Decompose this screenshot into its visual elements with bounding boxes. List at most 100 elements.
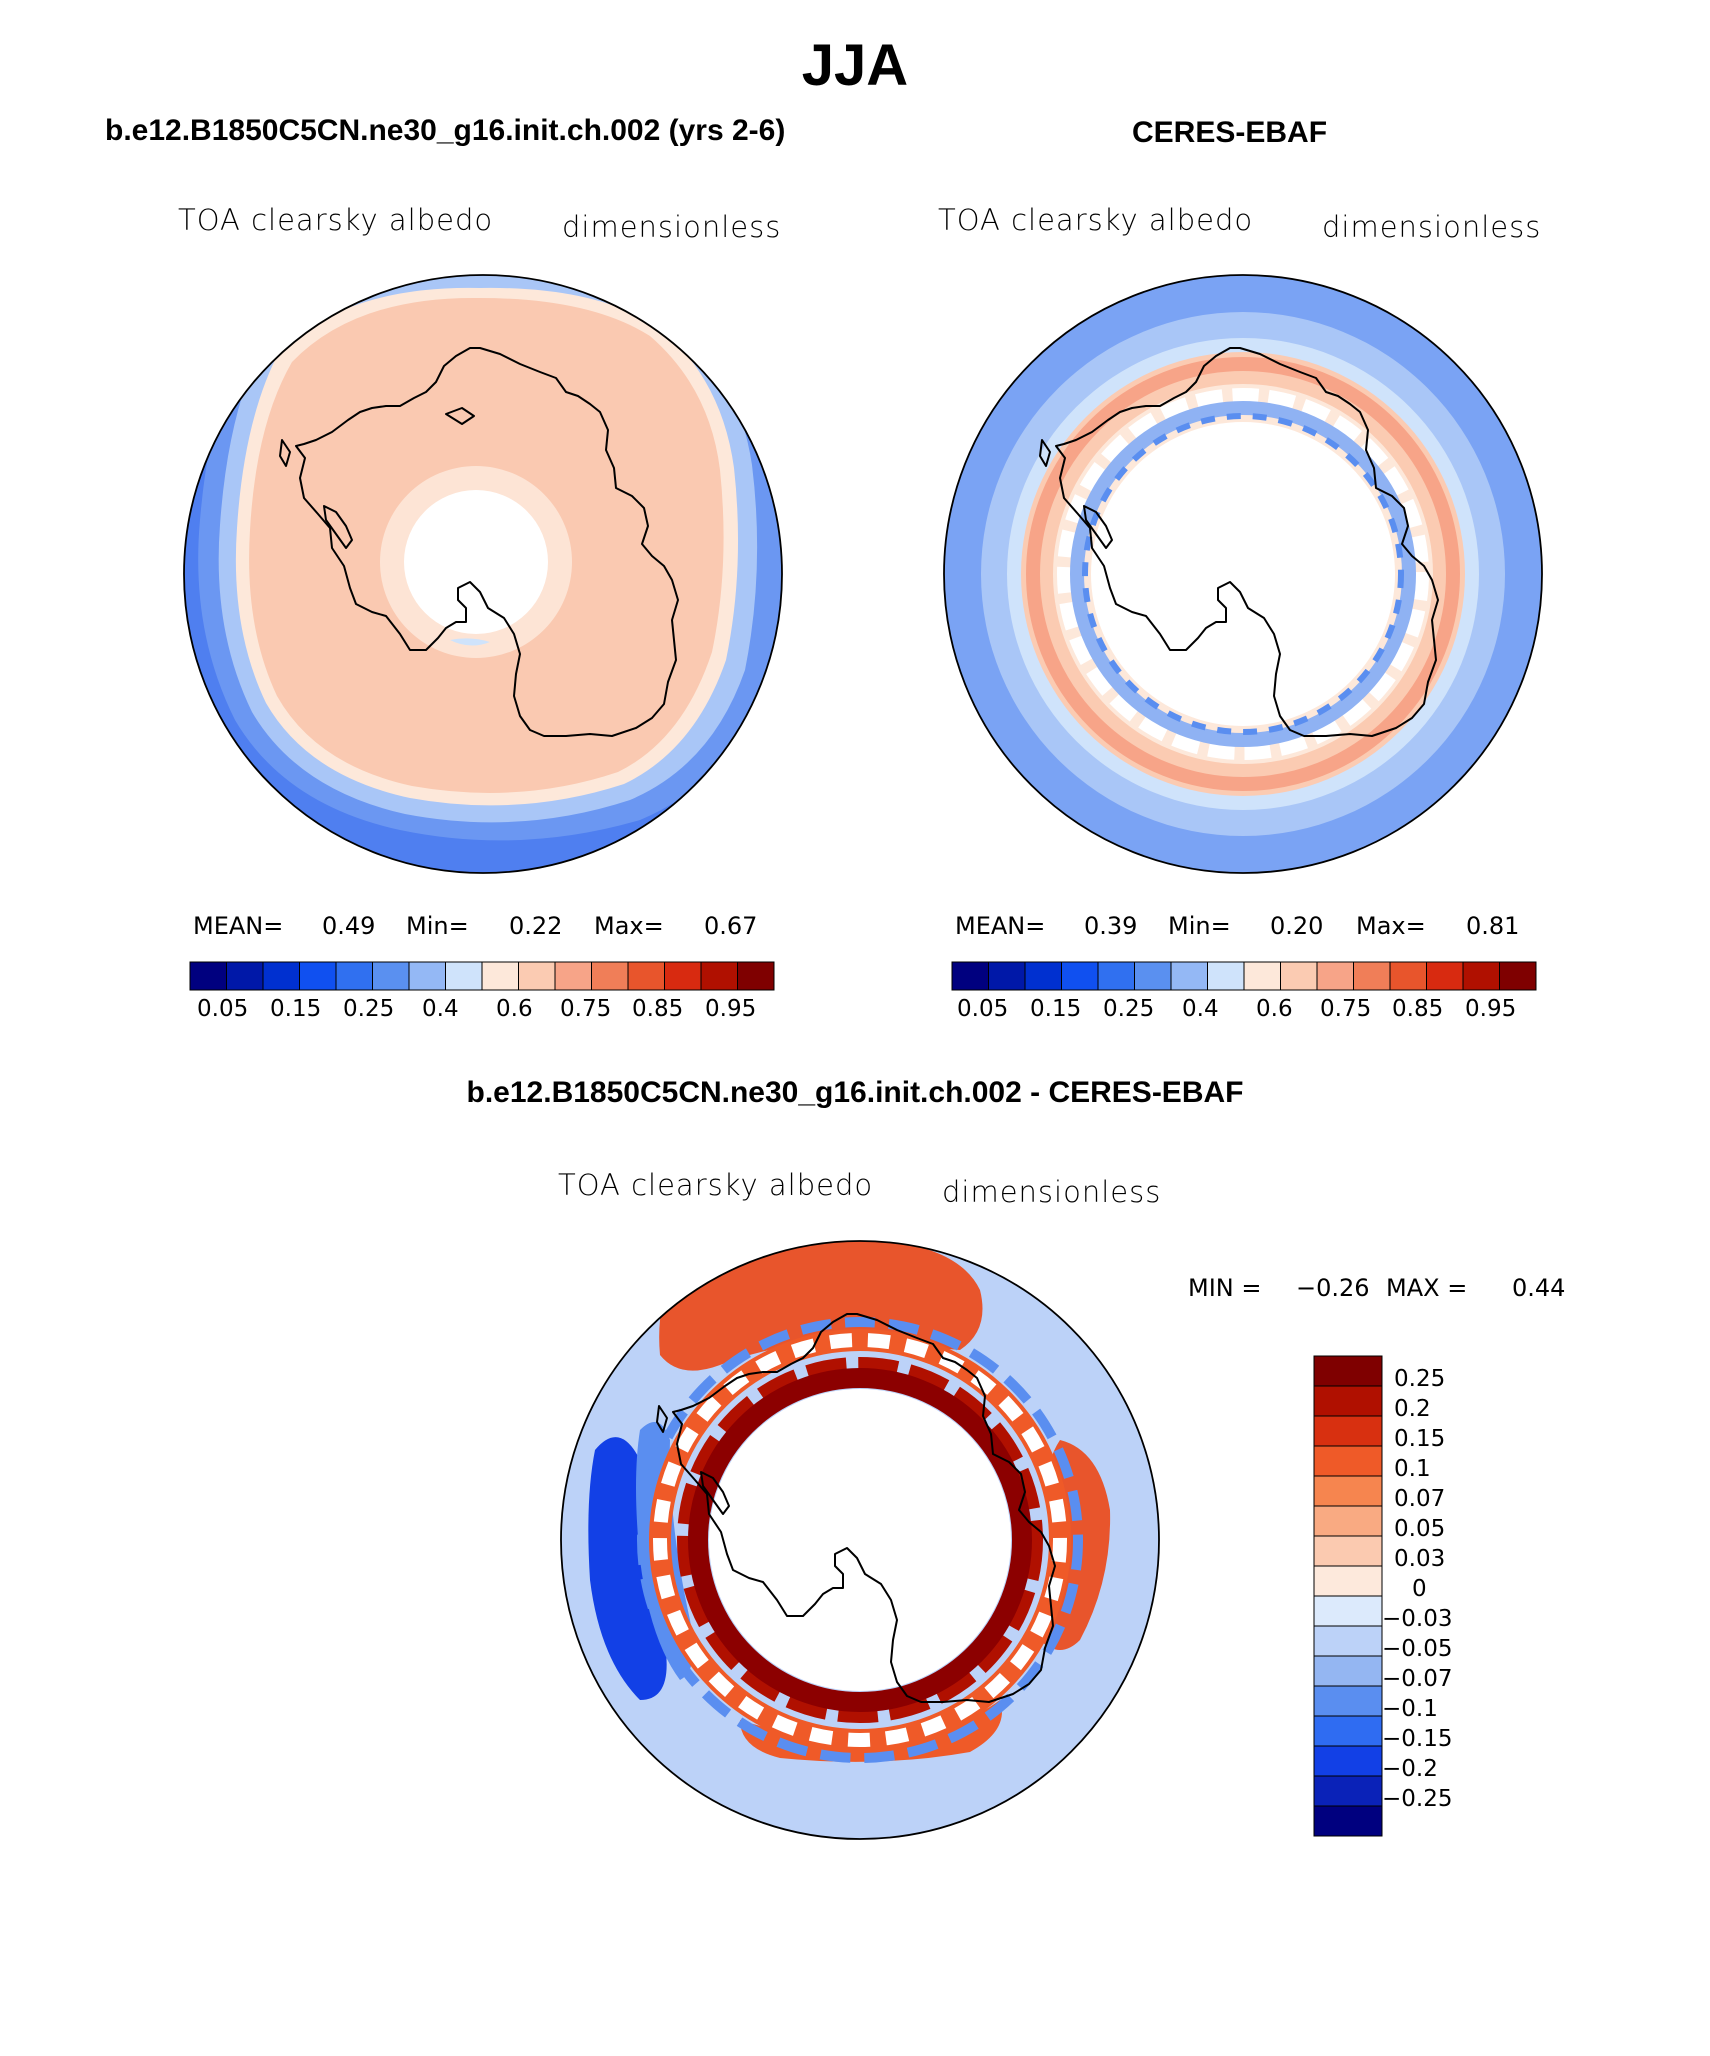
diff-max-value: 0.44 xyxy=(1512,1274,1566,1302)
diff-colorbar xyxy=(1313,1355,1383,1837)
right-map xyxy=(944,275,1542,873)
colorbar-swatch xyxy=(518,961,556,991)
colorbar-swatch xyxy=(372,961,410,991)
diff-min-label: MIN = xyxy=(1188,1274,1262,1302)
colorbar-swatch xyxy=(1313,1805,1383,1837)
right-map-border xyxy=(943,274,1543,874)
diff-cbar-tick: 0.07 xyxy=(1394,1486,1446,1512)
colorbar-swatch xyxy=(1313,1655,1383,1687)
colorbar-swatch xyxy=(1313,1445,1383,1477)
diff-min-value: −0.26 xyxy=(1296,1274,1370,1302)
colorbar-swatch xyxy=(481,961,519,991)
colorbar-swatch xyxy=(1426,961,1464,991)
colorbar-swatch xyxy=(1313,1355,1383,1387)
right-cbar-tick: 0.95 xyxy=(1465,996,1517,1022)
colorbar-swatch xyxy=(1313,1475,1383,1507)
right-cbar-tick: 0.4 xyxy=(1182,996,1219,1022)
diff-cbar-tick: 0.03 xyxy=(1394,1546,1446,1572)
diff-cbar-tick: −0.03 xyxy=(1382,1606,1453,1632)
colorbar-swatch xyxy=(1061,961,1099,991)
diff-cbar-tick: 0 xyxy=(1412,1576,1427,1602)
diff-panel-header: b.e12.B1850C5CN.ne30_g16.init.ch.002 - C… xyxy=(466,1076,1244,1109)
right-cbar-tick: 0.85 xyxy=(1392,996,1444,1022)
right-cbar-tick: 0.6 xyxy=(1256,996,1293,1022)
colorbar-swatch xyxy=(664,961,702,991)
left-cbar-tick: 0.15 xyxy=(270,996,322,1022)
colorbar-swatch xyxy=(445,961,483,991)
colorbar-swatch xyxy=(1313,1385,1383,1417)
colorbar-swatch xyxy=(1313,1775,1383,1807)
colorbar-swatch xyxy=(1313,1415,1383,1447)
right-map-field-band xyxy=(1082,413,1404,735)
left-cbar-tick: 0.25 xyxy=(343,996,395,1022)
diff-map-field-ring xyxy=(688,1368,1032,1712)
left-map xyxy=(184,275,782,873)
colorbar-swatch xyxy=(226,961,264,991)
colorbar-swatch xyxy=(627,961,665,991)
left-min-label: Min= xyxy=(406,912,469,940)
right-panel-header: CERES-EBAF xyxy=(1132,116,1328,149)
diff-cbar-tick: −0.2 xyxy=(1382,1756,1438,1782)
diff-cbar-tick: −0.07 xyxy=(1382,1666,1453,1692)
diff-cbar-tick: 0.15 xyxy=(1394,1426,1446,1452)
diff-cbar-tick: −0.05 xyxy=(1382,1636,1453,1662)
colorbar-swatch xyxy=(700,961,738,991)
diff-cbar-tick: −0.25 xyxy=(1382,1786,1453,1812)
left-max-value: 0.67 xyxy=(704,912,758,940)
right-max-label: Max= xyxy=(1356,912,1426,940)
diff-max-label: MAX = xyxy=(1386,1274,1468,1302)
right-map-polar-gap xyxy=(1091,422,1395,726)
left-cbar-tick: 0.6 xyxy=(496,996,533,1022)
season-title: JJA xyxy=(801,33,909,98)
colorbar-swatch xyxy=(554,961,592,991)
right-map-field-band xyxy=(1026,357,1460,791)
diff-var-label: TOA clearsky albedo xyxy=(558,1168,874,1202)
colorbar-swatch xyxy=(1207,961,1245,991)
colorbar-swatch xyxy=(335,961,373,991)
colorbar-swatch xyxy=(408,961,446,991)
right-map-field-gaps xyxy=(1057,388,1429,760)
colorbar-swatch xyxy=(988,961,1026,991)
left-mean-value: 0.49 xyxy=(322,912,376,940)
colorbar-swatch xyxy=(1389,961,1427,991)
colorbar-swatch xyxy=(189,961,227,991)
right-max-value: 0.81 xyxy=(1466,912,1520,940)
colorbar-swatch xyxy=(1353,961,1391,991)
left-cbar-tick: 0.05 xyxy=(197,996,249,1022)
colorbar-swatch xyxy=(1313,1625,1383,1657)
left-cbar-tick: 0.95 xyxy=(705,996,757,1022)
left-max-label: Max= xyxy=(594,912,664,940)
right-min-label: Min= xyxy=(1168,912,1231,940)
colorbar-swatch xyxy=(262,961,300,991)
diff-cbar-tick: −0.1 xyxy=(1382,1696,1438,1722)
right-cbar-tick: 0.05 xyxy=(957,996,1009,1022)
diff-cbar-tick: 0.1 xyxy=(1394,1456,1431,1482)
right-map-field-band xyxy=(1070,401,1416,747)
colorbar-swatch xyxy=(1499,961,1537,991)
left-cbar-tick: 0.4 xyxy=(422,996,459,1022)
right-mean-label: MEAN= xyxy=(955,912,1046,940)
colorbar-swatch xyxy=(1313,1745,1383,1777)
colorbar-swatch xyxy=(951,961,989,991)
right-colorbar xyxy=(951,961,1537,991)
left-map-border xyxy=(183,274,783,874)
colorbar-swatch xyxy=(1134,961,1172,991)
right-cbar-tick: 0.25 xyxy=(1103,996,1155,1022)
diff-cbar-tick: 0.05 xyxy=(1394,1516,1446,1542)
colorbar-swatch xyxy=(1316,961,1354,991)
diff-map-polar-gap xyxy=(709,1389,1011,1691)
colorbar-swatch xyxy=(1313,1505,1383,1537)
colorbar-swatch xyxy=(1097,961,1135,991)
right-mean-value: 0.39 xyxy=(1084,912,1138,940)
colorbar-swatch xyxy=(591,961,629,991)
left-cbar-tick: 0.75 xyxy=(560,996,612,1022)
colorbar-swatch xyxy=(1313,1715,1383,1747)
colorbar-swatch xyxy=(737,961,775,991)
colorbar-swatch xyxy=(1313,1535,1383,1567)
colorbar-swatch xyxy=(1280,961,1318,991)
left-var-label: TOA clearsky albedo xyxy=(178,203,494,237)
diff-map-field-positive xyxy=(677,1357,1043,1723)
right-var-label: TOA clearsky albedo xyxy=(938,203,1254,237)
left-panel-header: b.e12.B1850C5CN.ne30_g16.init.ch.002 (yr… xyxy=(105,114,786,147)
